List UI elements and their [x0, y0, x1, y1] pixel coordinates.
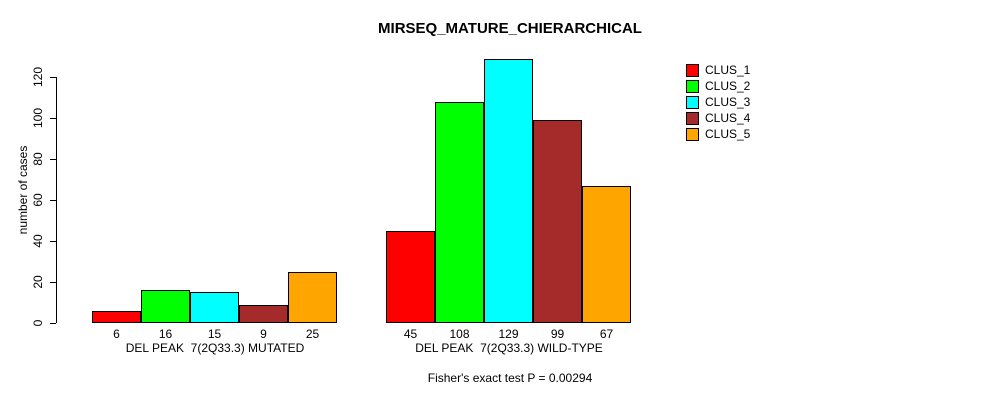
y-axis-tick-label-0: 0 [31, 319, 45, 327]
bar-clus_3-group2 [484, 59, 533, 323]
legend-item-clus_5: CLUS_5 [686, 128, 750, 141]
legend-swatch-clus_5 [686, 128, 699, 141]
y-axis-tick-80 [50, 158, 56, 160]
legend-item-clus_3: CLUS_3 [686, 96, 750, 109]
legend-label: CLUS_1 [705, 63, 751, 77]
x-group-label-wild-type: DEL PEAK 7(2Q33.3) WILD-TYPE [415, 341, 603, 355]
bar-value-label: 67 [599, 327, 614, 341]
bar-clus_5-group1 [288, 272, 337, 323]
legend-label: CLUS_3 [705, 95, 751, 109]
x-group-label-mutated: DEL PEAK 7(2Q33.3) MUTATED [125, 341, 305, 355]
y-axis-tick-label-100: 100 [31, 107, 45, 129]
legend-swatch-clus_2 [686, 80, 699, 93]
bar-value-label: 45 [403, 327, 418, 341]
y-axis-tick-0 [50, 322, 56, 324]
y-axis-tick-60 [50, 199, 56, 201]
chart-title: MIRSEQ_MATURE_CHIERARCHICAL [378, 20, 642, 37]
bar-value-label: 6 [113, 327, 120, 341]
bar-value-label: 25 [305, 327, 320, 341]
bar-value-label: 99 [550, 327, 565, 341]
bar-value-label: 15 [207, 327, 222, 341]
y-axis-line [56, 77, 57, 323]
bar-clus_3-group1 [190, 292, 239, 323]
legend-item-clus_1: CLUS_1 [686, 64, 750, 77]
fisher-test-annotation: Fisher's exact test P = 0.00294 [427, 371, 593, 385]
bar-clus_1-group1 [92, 311, 141, 323]
bar-clus_2-group2 [435, 102, 484, 323]
legend-item-clus_4: CLUS_4 [686, 112, 750, 125]
y-axis-tick-120 [50, 76, 56, 78]
y-axis-tick-label-60: 60 [31, 193, 45, 207]
y-axis-tick-label-120: 120 [31, 66, 45, 88]
bar-clus_4-group2 [533, 120, 582, 323]
bar-clus_2-group1 [141, 290, 190, 323]
bar-value-label: 16 [158, 327, 173, 341]
legend-swatch-clus_3 [686, 96, 699, 109]
bar-clus_1-group2 [386, 231, 435, 323]
y-axis-tick-label-40: 40 [31, 234, 45, 248]
bar-value-label: 9 [260, 327, 267, 341]
y-axis-tick-100 [50, 117, 56, 119]
legend-label: CLUS_2 [705, 79, 751, 93]
legend-label: CLUS_4 [705, 111, 751, 125]
y-axis-tick-20 [50, 281, 56, 283]
bar-value-label: 108 [449, 327, 470, 341]
y-axis-label: number of cases [16, 145, 30, 235]
legend-label: CLUS_5 [705, 127, 751, 141]
legend-swatch-clus_1 [686, 64, 699, 77]
legend-swatch-clus_4 [686, 112, 699, 125]
legend-item-clus_2: CLUS_2 [686, 80, 750, 93]
y-axis-tick-label-20: 20 [31, 275, 45, 289]
y-axis-tick-label-80: 80 [31, 152, 45, 166]
bar-value-label: 129 [498, 327, 519, 341]
bar-clus_4-group1 [239, 305, 288, 323]
y-axis-tick-40 [50, 240, 56, 242]
bar-clus_5-group2 [582, 186, 631, 323]
